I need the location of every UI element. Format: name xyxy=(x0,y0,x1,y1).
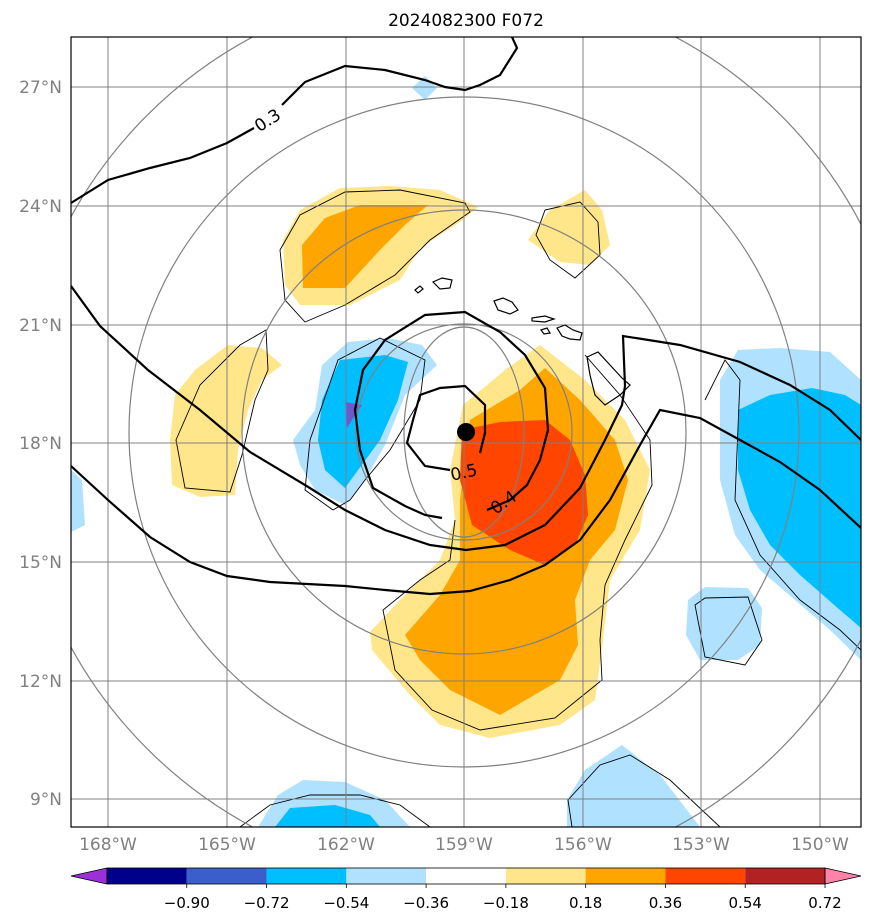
colorbar-tick-label: −0.72 xyxy=(244,894,290,912)
thin-contour-center-ring xyxy=(304,337,426,511)
coastlines xyxy=(414,277,631,406)
lat-axis: 27°N 24°N 21°N 18°N 15°N 12°N 9°N xyxy=(19,78,62,810)
lat-tick-label: 9°N xyxy=(30,790,62,810)
island-oahu xyxy=(493,297,519,315)
colorbar-tick-label: 0.54 xyxy=(729,894,762,912)
blue-region-center xyxy=(318,355,408,488)
map-frame xyxy=(70,36,862,828)
figure-title: 2024082300 F072 xyxy=(388,11,544,31)
range-rings xyxy=(71,37,861,827)
lat-tick-label: 24°N xyxy=(19,197,62,217)
colorbar-cell xyxy=(107,868,187,884)
contour-0-4 xyxy=(353,310,550,520)
lightblue-region-far-west xyxy=(71,470,85,532)
colorbar-extend-min xyxy=(70,867,108,885)
lon-tick-label: 159°W xyxy=(435,835,493,855)
range-ring-1 xyxy=(355,323,573,541)
lon-axis: 168°W 165°W 162°W 159°W 156°W 153°W 150°… xyxy=(79,835,849,855)
field-negative-blue xyxy=(275,355,861,827)
lightblue-region-southeast-small xyxy=(686,587,762,660)
lon-tick-label: 162°W xyxy=(317,835,375,855)
blue-region-east xyxy=(738,388,861,628)
colorbar-cell xyxy=(346,868,427,884)
thin-contours xyxy=(175,189,861,827)
lat-tick-label: 15°N xyxy=(19,553,62,573)
colorbar-cell xyxy=(266,868,347,884)
colorbar-tick-label: 0.18 xyxy=(569,894,602,912)
contour-0-5 xyxy=(405,384,487,472)
island-lanai xyxy=(540,327,551,335)
yellow-region-northeast xyxy=(528,190,610,265)
graticule xyxy=(71,37,861,827)
lon-tick-label: 168°W xyxy=(79,835,137,855)
field-purple-patch xyxy=(345,402,362,428)
lightblue-region-south xyxy=(567,745,700,827)
thin-contour-north xyxy=(279,189,471,323)
colorbar-cell xyxy=(585,868,666,884)
thin-contour-northeast xyxy=(535,201,601,279)
colorbar-cell xyxy=(505,868,586,884)
colorbar-tick-label: −0.90 xyxy=(164,894,210,912)
contour-outer-3 xyxy=(71,408,861,596)
lat-tick-label: 27°N xyxy=(19,78,62,98)
range-ring-3 xyxy=(128,96,800,768)
contour-outer-2 xyxy=(71,285,861,552)
lat-tick-label: 21°N xyxy=(19,316,62,336)
island-molokai xyxy=(531,315,556,323)
colorbar-tick-label: 0.36 xyxy=(649,894,682,912)
lon-tick-label: 165°W xyxy=(198,835,256,855)
lon-tick-label: 153°W xyxy=(672,835,730,855)
thin-contour-south-east xyxy=(567,754,721,827)
colorbar-cell xyxy=(186,868,267,884)
red-region-core xyxy=(460,420,588,565)
lat-tick-label: 18°N xyxy=(19,434,62,454)
colorbar-cell xyxy=(426,868,506,884)
storm-center-marker xyxy=(457,423,475,441)
colorbar-cell xyxy=(665,868,746,884)
range-ring-2 xyxy=(241,209,687,655)
lon-tick-label: 150°W xyxy=(791,835,849,855)
thin-contour-south xyxy=(382,354,653,731)
yellow-region-west xyxy=(170,345,282,497)
blue-region-southwest xyxy=(275,805,380,827)
colorbar-tick-label: −0.54 xyxy=(323,894,369,912)
island-niihau xyxy=(414,285,424,294)
thin-contour-southeast-small xyxy=(694,596,763,666)
colorbar: −0.90 −0.72 −0.54 −0.36 −0.18 0.18 0.36 0.54 0.7… xyxy=(70,867,862,912)
colorbar-extend-max xyxy=(824,867,862,885)
lon-tick-label: 156°W xyxy=(554,835,612,855)
island-maui xyxy=(556,324,583,341)
range-ring-inner xyxy=(403,326,525,538)
field-positive-red xyxy=(460,420,588,565)
thin-contour-west xyxy=(175,329,269,493)
colorbar-tick-label: −0.36 xyxy=(403,894,449,912)
colorbar-cell xyxy=(745,868,825,884)
orange-region-north xyxy=(302,205,428,288)
colorbar-outline xyxy=(106,867,826,885)
island-kauai xyxy=(431,277,453,290)
thin-contour-southwest xyxy=(239,794,431,827)
contour-0-3 xyxy=(71,37,519,204)
lat-tick-label: 12°N xyxy=(19,672,62,692)
colorbar-tick-label: −0.18 xyxy=(483,894,529,912)
thin-contour-east xyxy=(704,359,861,651)
map-content: 0.3 0.4 0.5 xyxy=(71,37,861,827)
bold-contours xyxy=(71,37,861,596)
colorbar-tick-label: 0.72 xyxy=(808,894,841,912)
